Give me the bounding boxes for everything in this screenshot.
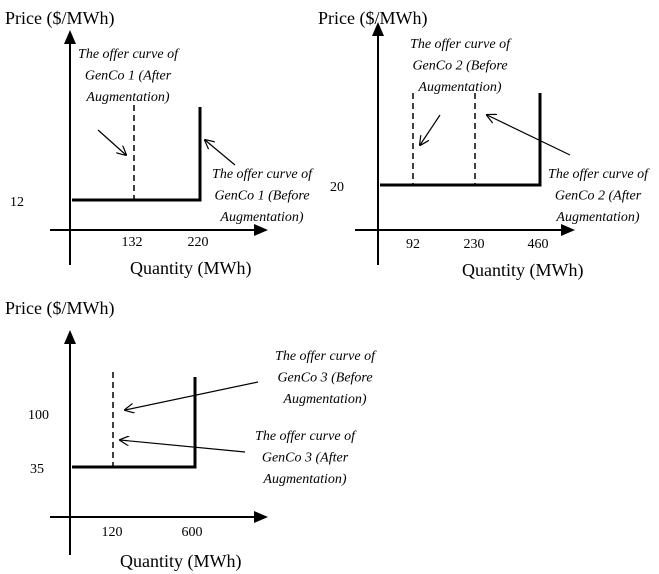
y-axis-arrow xyxy=(64,30,76,44)
x-axis-label: Quantity (MWh) xyxy=(462,260,583,281)
y-axis-arrow xyxy=(372,22,384,36)
annotation-arrow xyxy=(420,114,441,145)
annotation-arrow xyxy=(120,440,246,453)
annotation: The offer curve of xyxy=(275,349,377,364)
x-axis-label: Quantity (MWh) xyxy=(130,258,251,279)
annotation: GenCo 2 (After xyxy=(555,189,642,204)
x-axis-arrow xyxy=(561,224,575,236)
annotation: The offer curve of xyxy=(78,47,180,62)
annotation: Augmentation) xyxy=(417,80,502,95)
x-axis-arrow xyxy=(254,224,268,236)
offer-curve xyxy=(72,107,202,202)
x-tick-label: 220 xyxy=(188,235,209,250)
annotation: Augmentation) xyxy=(555,210,640,225)
x-tick-label: 92 xyxy=(406,237,420,252)
y-axis-label: Price ($/MWh) xyxy=(318,8,427,29)
x-axis-label: Quantity (MWh) xyxy=(120,551,241,572)
annotation-arrow xyxy=(205,140,236,166)
annotation: The offer curve of xyxy=(212,167,314,182)
offer-curve xyxy=(380,93,542,187)
annotation: Augmentation) xyxy=(282,392,367,407)
offer-curve xyxy=(72,377,197,469)
annotation: GenCo 1 (Before xyxy=(214,189,309,204)
annotation-arrow xyxy=(487,115,571,156)
annotation-arrow xyxy=(125,381,259,410)
x-tick-label: 120 xyxy=(102,525,123,540)
y-tick-label: 100 xyxy=(28,408,49,423)
annotation-arrow xyxy=(97,129,126,155)
annotation: GenCo 3 (After xyxy=(262,451,349,466)
y-tick-label: 12 xyxy=(10,195,24,210)
annotation: The offer curve of xyxy=(548,167,650,182)
y-axis-label: Price ($/MWh) xyxy=(5,8,114,29)
y-tick-label: 35 xyxy=(30,462,44,477)
x-tick-label: 132 xyxy=(122,235,143,250)
annotation: The offer curve of xyxy=(410,37,512,52)
annotation: GenCo 3 (Before xyxy=(277,371,372,386)
x-tick-label: 600 xyxy=(182,525,203,540)
annotation: GenCo 2 (Before xyxy=(412,59,507,74)
x-axis-arrow xyxy=(254,511,268,523)
x-tick-label: 230 xyxy=(464,237,485,252)
annotation: The offer curve of xyxy=(255,429,357,444)
y-tick-label: 20 xyxy=(330,180,344,195)
annotation: GenCo 1 (After xyxy=(85,69,172,84)
annotation: Augmentation) xyxy=(262,472,347,487)
x-tick-label: 460 xyxy=(528,237,549,252)
y-axis-arrow xyxy=(64,330,76,344)
annotation: Augmentation) xyxy=(219,210,304,225)
annotation: Augmentation) xyxy=(85,90,170,105)
y-axis-label: Price ($/MWh) xyxy=(5,298,114,319)
